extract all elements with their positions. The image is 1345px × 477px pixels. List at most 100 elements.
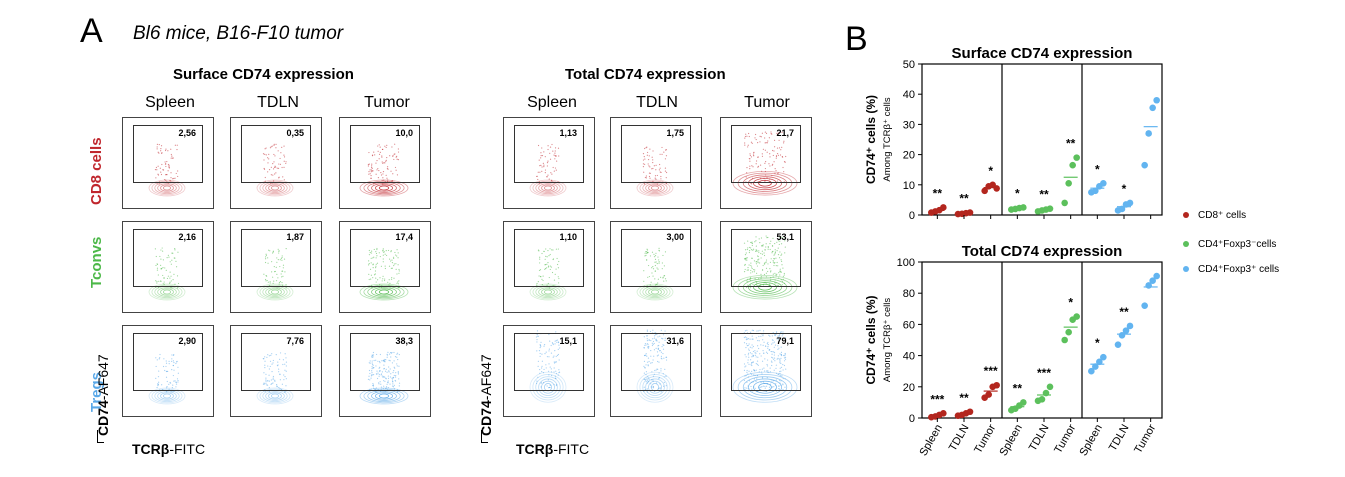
event-dot	[163, 358, 165, 360]
event-dot	[558, 260, 560, 263]
event-dot	[749, 154, 751, 157]
event-dot	[780, 331, 782, 333]
event-dot	[765, 370, 768, 372]
event-dot	[379, 277, 381, 279]
event-dot	[550, 344, 552, 347]
event-dot	[379, 381, 381, 383]
event-dot	[156, 387, 158, 389]
event-dot	[396, 363, 398, 365]
event-dot	[544, 263, 547, 266]
event-dot	[783, 364, 786, 367]
event-dot	[765, 351, 768, 353]
event-dot	[549, 158, 552, 160]
event-dot	[760, 252, 762, 255]
y-tick-label: 0	[909, 210, 915, 222]
event-dot	[653, 256, 656, 258]
event-dot	[652, 379, 654, 381]
event-dot	[398, 353, 400, 356]
facs-density-plot	[636, 329, 674, 403]
event-dot	[652, 268, 655, 270]
event-dot	[380, 286, 383, 289]
event-dot	[536, 330, 539, 332]
event-dot	[393, 374, 395, 377]
event-dot	[773, 352, 776, 354]
event-dot	[559, 347, 561, 349]
event-dot	[555, 331, 557, 333]
event-dot	[784, 246, 786, 248]
event-dot	[264, 360, 266, 362]
event-dot	[765, 272, 768, 274]
event-dot	[661, 262, 663, 264]
event-dot	[391, 352, 393, 354]
event-dot	[548, 333, 550, 336]
event-dot	[546, 161, 549, 164]
event-dot	[652, 338, 654, 340]
event-dot	[547, 148, 549, 151]
y-tick-label: 40	[903, 351, 915, 363]
event-dot	[537, 335, 539, 337]
event-dot	[395, 169, 397, 171]
event-dot	[750, 141, 753, 143]
event-dot	[755, 163, 757, 165]
event-dot	[155, 377, 157, 380]
event-dot	[544, 258, 546, 260]
gate-percentage: 2,16	[178, 232, 196, 242]
y-tick-label: 0	[909, 413, 915, 425]
event-dot	[784, 356, 787, 358]
event-dot	[394, 376, 397, 378]
event-dot	[170, 148, 172, 150]
event-dot	[389, 260, 392, 262]
facs-density-plot	[636, 247, 674, 301]
event-dot	[750, 362, 753, 364]
event-dot	[382, 261, 384, 263]
event-dot	[273, 180, 275, 182]
event-dot	[375, 162, 377, 164]
event-dot	[647, 377, 649, 379]
event-dot	[285, 284, 287, 286]
event-dot	[276, 167, 278, 169]
event-dot	[541, 367, 543, 369]
event-dot	[557, 348, 559, 350]
event-dot	[538, 159, 540, 161]
event-dot	[646, 248, 648, 250]
event-dot	[780, 279, 782, 281]
event-dot	[773, 386, 775, 388]
event-dot	[747, 338, 750, 340]
event-dot	[775, 367, 777, 369]
event-dot	[176, 148, 178, 151]
event-dot	[779, 251, 781, 253]
y-tick-label: 50	[903, 59, 915, 71]
event-dot	[748, 135, 750, 138]
event-dot	[377, 279, 379, 281]
significance-marker: **	[959, 192, 969, 206]
event-dot	[367, 264, 370, 266]
event-dot	[162, 283, 164, 285]
event-dot	[780, 260, 783, 262]
event-dot	[544, 267, 547, 270]
event-dot	[774, 334, 776, 336]
event-dot	[648, 175, 651, 178]
event-dot	[371, 356, 373, 358]
event-dot	[281, 276, 283, 278]
event-dot	[743, 336, 745, 339]
event-dot	[781, 156, 783, 158]
event-dot	[169, 281, 171, 283]
event-dot	[751, 183, 753, 185]
event-dot	[385, 249, 387, 252]
event-dot	[769, 165, 771, 167]
event-dot	[551, 249, 553, 251]
event-dot	[378, 367, 380, 369]
event-dot	[652, 385, 655, 388]
column-label-tumor-total: Tumor	[744, 94, 790, 111]
density-contour	[151, 180, 183, 196]
event-dot	[755, 250, 757, 252]
event-dot	[172, 360, 174, 362]
event-dot	[369, 379, 371, 381]
event-dot	[382, 275, 384, 277]
event-dot	[396, 282, 398, 284]
event-dot	[775, 157, 777, 159]
event-dot	[746, 387, 748, 389]
event-dot	[751, 388, 753, 390]
event-dot	[396, 255, 398, 257]
event-dot	[756, 282, 758, 284]
